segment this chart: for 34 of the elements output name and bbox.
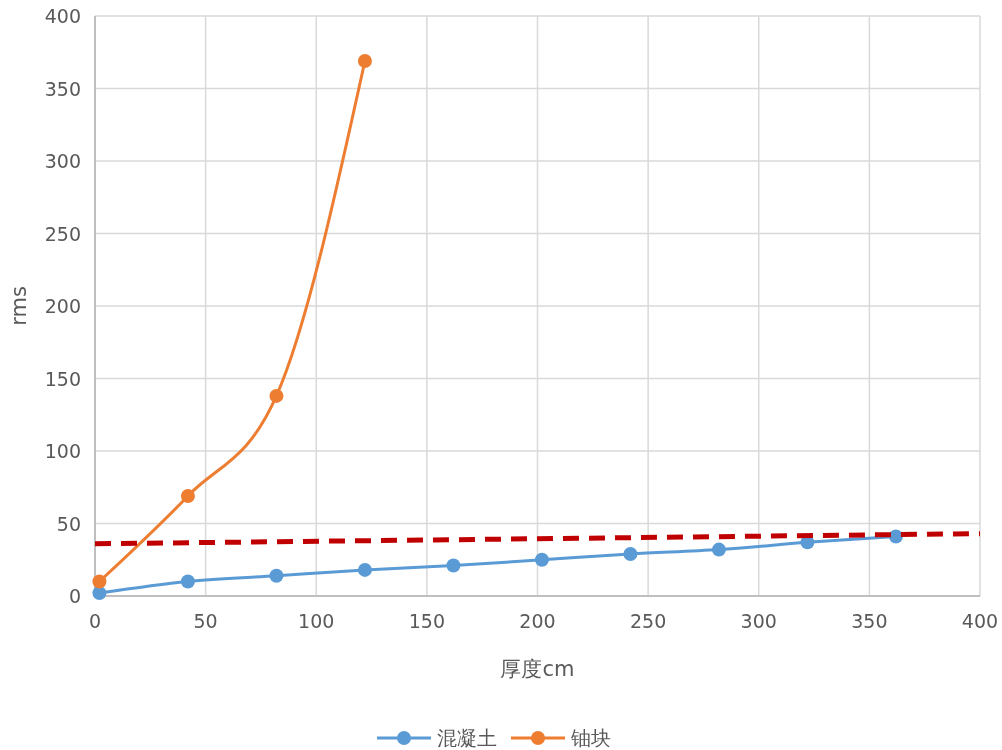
point — [446, 558, 461, 573]
x-tick-label: 300 — [740, 610, 777, 632]
point — [180, 488, 195, 503]
point — [357, 53, 372, 68]
x-tick-label: 100 — [298, 610, 335, 632]
y-tick-label: 400 — [44, 5, 81, 27]
x-tick-label: 50 — [193, 610, 218, 632]
y-axis-title: rms — [7, 286, 31, 326]
point — [180, 574, 195, 589]
point — [92, 574, 107, 589]
point — [92, 586, 107, 601]
y-tick-label: 50 — [56, 512, 81, 535]
y-tick-label: 200 — [44, 295, 81, 317]
point — [711, 542, 726, 557]
y-tick-label: 100 — [44, 440, 81, 462]
point — [269, 568, 284, 583]
x-tick-label: 350 — [851, 610, 888, 632]
point — [269, 388, 284, 403]
x-tick-label: 250 — [629, 610, 667, 632]
y-tick-label: 0 — [68, 585, 81, 607]
point — [623, 546, 638, 561]
x-tick-label: 200 — [519, 610, 556, 632]
y-tick-label: 300 — [44, 150, 81, 172]
point — [357, 562, 372, 577]
x-tick-label: 150 — [408, 610, 446, 632]
x-axis-title: 厚度cm — [500, 657, 575, 681]
x-tick-label: 0 — [88, 610, 102, 632]
y-tick-label: 150 — [44, 367, 81, 390]
y-tick-label: 250 — [44, 222, 81, 245]
x-tick-label: 400 — [961, 610, 999, 632]
point — [534, 552, 549, 567]
legend-label: 混凝土 — [437, 726, 497, 750]
y-tick-label: 350 — [44, 77, 81, 100]
legend-label: 铀块 — [570, 726, 611, 750]
